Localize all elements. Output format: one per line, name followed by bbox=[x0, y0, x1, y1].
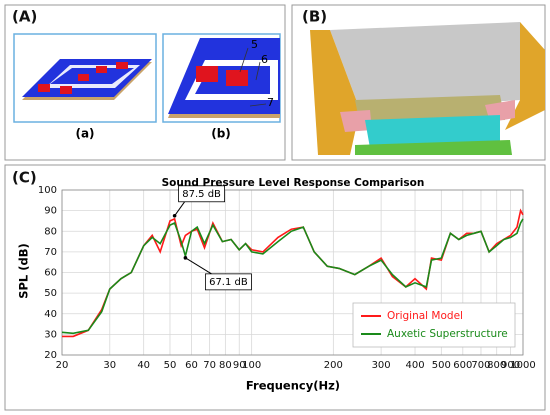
x-tick-label: 700 bbox=[471, 360, 490, 371]
series-line bbox=[61, 218, 524, 335]
x-tick-label: 50 bbox=[164, 360, 177, 371]
annotation-text: 87.5 dB bbox=[182, 189, 221, 200]
panel-label: (B) bbox=[302, 8, 327, 26]
x-tick-label: 20 bbox=[56, 360, 69, 371]
legend-box bbox=[352, 302, 516, 348]
x-tick-label: 300 bbox=[372, 360, 391, 371]
board-a bbox=[22, 59, 152, 100]
annotation-box bbox=[178, 185, 225, 203]
y-tick-label: 30 bbox=[44, 329, 57, 340]
x-tick-label: 800 bbox=[487, 360, 506, 371]
y-tick-label: 70 bbox=[44, 247, 57, 258]
x-tick-label: 400 bbox=[405, 360, 424, 371]
callout: 7 bbox=[267, 96, 274, 109]
plot-frame bbox=[61, 189, 524, 356]
annotation-point bbox=[183, 256, 188, 260]
x-tick-label: 600 bbox=[453, 360, 472, 371]
legend-label: Original Model bbox=[387, 310, 463, 322]
annotation-box bbox=[205, 273, 252, 291]
y-tick-label: 60 bbox=[44, 268, 57, 279]
callout: 6 bbox=[261, 53, 268, 66]
x-tick-label: 100 bbox=[242, 360, 261, 371]
legend-label: Auxetic Superstructure bbox=[387, 328, 508, 340]
panel-c-frame bbox=[4, 164, 546, 411]
x-tick-label: 200 bbox=[324, 360, 343, 371]
annotation-text: 67.1 dB bbox=[209, 277, 248, 288]
x-tick-label: 30 bbox=[103, 360, 116, 371]
y-axis-label: SPL (dB) bbox=[17, 243, 31, 299]
x-tick-label: 900 bbox=[501, 360, 520, 371]
x-tick-label: 40 bbox=[137, 360, 150, 371]
callout: 5 bbox=[251, 38, 258, 51]
annotation-arrow bbox=[185, 257, 212, 275]
y-tick-label: 50 bbox=[44, 288, 57, 299]
panel-label: (A) bbox=[12, 8, 37, 26]
x-tick-label: 70 bbox=[203, 360, 216, 371]
x-tick-label: 1000 bbox=[510, 360, 535, 371]
y-tick-label: 90 bbox=[44, 206, 57, 217]
y-tick-label: 80 bbox=[44, 226, 57, 237]
y-tick-label: 40 bbox=[44, 309, 57, 320]
car-model bbox=[310, 22, 545, 155]
x-tick-label: 60 bbox=[185, 360, 198, 371]
x-axis-label: Frequency(Hz) bbox=[246, 379, 340, 393]
sub-label: (b) bbox=[211, 127, 231, 141]
y-tick-label: 100 bbox=[38, 185, 57, 196]
annotation-point bbox=[172, 213, 177, 218]
y-tick-label: 20 bbox=[44, 350, 57, 361]
x-tick-label: 500 bbox=[432, 360, 451, 371]
board-b bbox=[168, 38, 280, 118]
annotation-arrow bbox=[174, 201, 186, 217]
x-tick-label: 90 bbox=[233, 360, 246, 371]
sub-label: (a) bbox=[75, 127, 94, 141]
chart-title: Sound Pressure Level Response Comparison bbox=[162, 177, 425, 189]
x-tick-label: 80 bbox=[219, 360, 232, 371]
panel-label: (C) bbox=[12, 169, 37, 187]
